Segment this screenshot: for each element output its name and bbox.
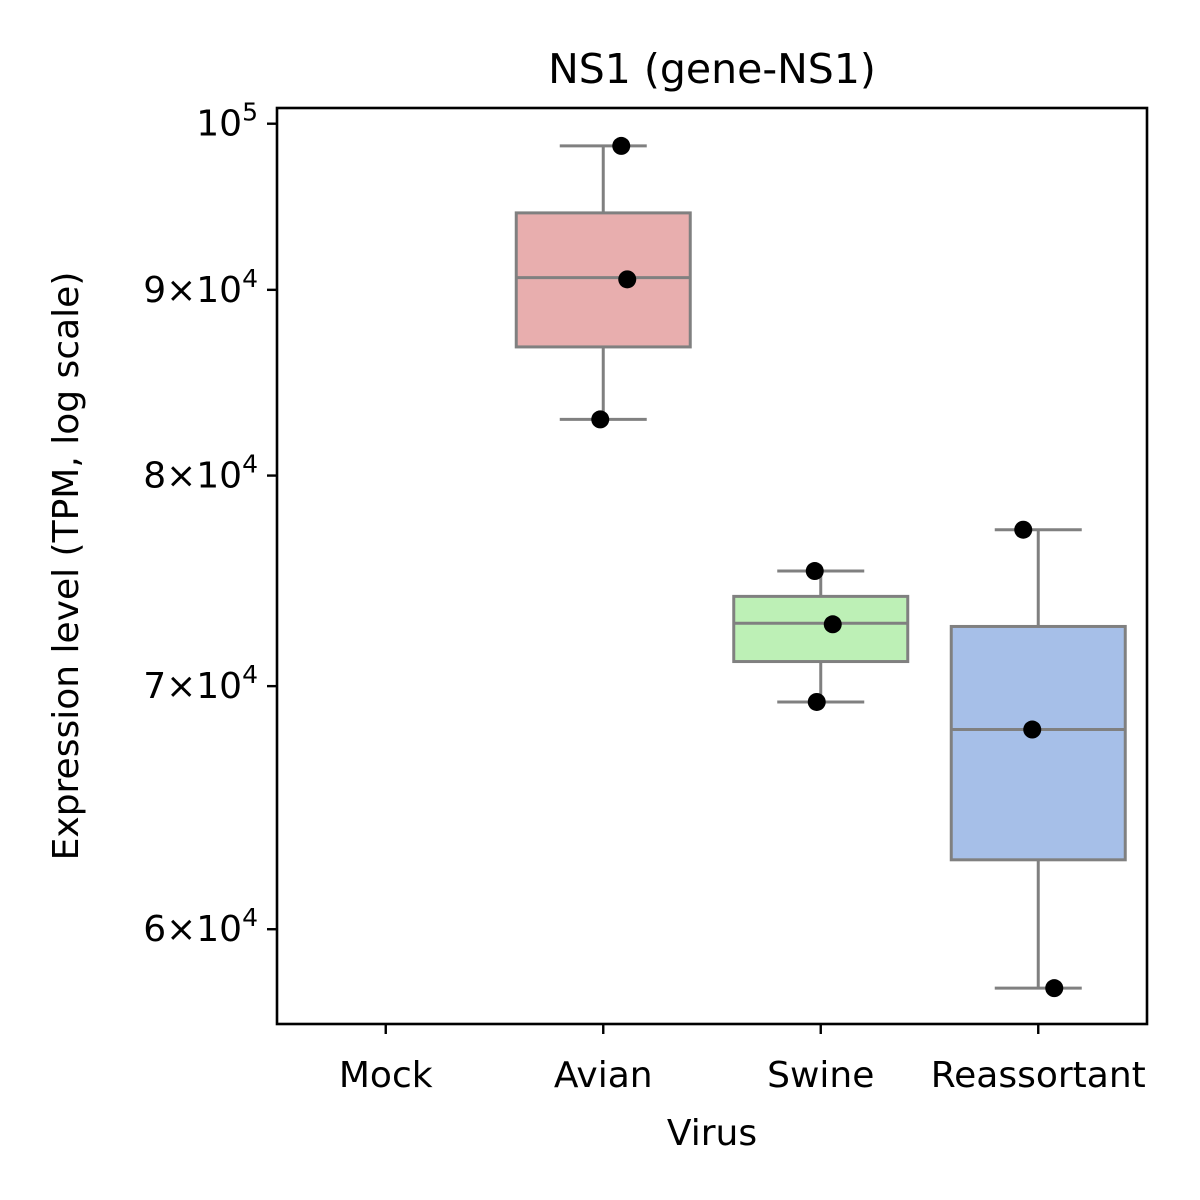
data-point-swine <box>807 692 826 711</box>
plot-marks <box>514 136 1127 998</box>
data-point-avian <box>612 136 631 155</box>
y-tick-label: 6×104 <box>143 903 258 950</box>
x-tick-label: Reassortant <box>931 1055 1146 1096</box>
data-point-reassortant <box>1045 979 1064 998</box>
x-tick-label: Swine <box>767 1055 874 1096</box>
x-tick-label: Mock <box>339 1055 433 1096</box>
data-point-reassortant <box>1014 520 1033 539</box>
data-point-avian <box>618 270 637 289</box>
plot-frame <box>275 106 1149 1026</box>
data-point-reassortant <box>1023 720 1042 739</box>
x-axis-ticks: Mock Avian Swine Reassortant <box>339 1024 1146 1096</box>
box-swine <box>732 594 910 664</box>
x-tick-label: Avian <box>554 1055 653 1096</box>
y-tick-label: 9×104 <box>143 264 258 311</box>
y-tick-label: 105 <box>196 98 258 145</box>
data-point-swine <box>805 562 824 581</box>
data-point-swine <box>823 615 842 634</box>
y-tick-label: 7×104 <box>143 660 258 707</box>
box-reassortant <box>949 624 1127 862</box>
y-tick-label: 8×104 <box>143 450 258 497</box>
box-avian <box>514 211 692 349</box>
y-axis-label: Expression level (TPM, log scale) <box>46 272 87 861</box>
chart-title: NS1 (gene-NS1) <box>548 45 876 93</box>
y-axis-ticks: 105 9×104 8×104 7×104 6×104 <box>143 98 277 950</box>
x-axis-label: Virus <box>667 1113 757 1154</box>
data-point-avian <box>591 410 610 429</box>
